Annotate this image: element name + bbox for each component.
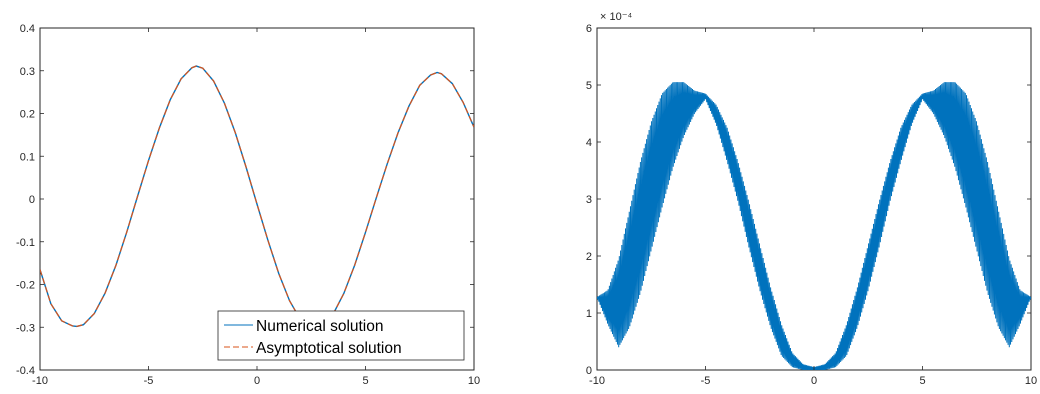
right-x-tick-label: 10: [1025, 375, 1037, 387]
left-y-tick-label: 0: [29, 194, 35, 206]
right-plot-area: [596, 27, 1032, 371]
right-y-tick-label: 0: [586, 365, 592, 377]
y-scale-factor: × 10⁻⁴: [600, 11, 633, 23]
legend-box: [217, 310, 465, 361]
legend-label-asymptotical: Asymptotical solution: [256, 340, 402, 357]
right-y-tick-label: 1: [586, 308, 592, 320]
legend: Numerical solution Asymptotical solution: [217, 310, 465, 361]
left-y-tick-label: -0.3: [16, 322, 35, 334]
left-x-tick-label: 10: [468, 375, 480, 387]
right-y-tick-label: 6: [586, 23, 592, 35]
left-x-tick-label: 5: [362, 375, 368, 387]
left-x-tick-label: -5: [144, 375, 154, 387]
left-chart: -10 -5 0 5 10 -0.4 -0.3 -0.2 -0.1 0 0.1 0.2 0.3 0.4 N…: [16, 23, 480, 387]
left-y-tick-label: 0.1: [20, 151, 35, 163]
right-x-tick-label: 0: [811, 375, 817, 387]
right-y-tick-label: 5: [586, 80, 592, 92]
left-y-tick-label: 0.2: [20, 109, 35, 121]
left-y-tick-label: 0.4: [20, 23, 35, 35]
right-y-tick-label: 2: [586, 251, 592, 263]
right-y-tick-label: 3: [586, 194, 592, 206]
left-y-tick-label: -0.4: [16, 365, 35, 377]
legend-label-numerical: Numerical solution: [256, 318, 384, 335]
left-y-tick-label: -0.2: [16, 280, 35, 292]
series-line-asymptotical: [40, 65, 474, 329]
right-x-tick-label: -5: [701, 375, 711, 387]
left-y-tick-label: -0.1: [16, 237, 35, 249]
right-y-tick-label: 4: [586, 137, 592, 149]
left-y-tick-label: 0.3: [20, 66, 35, 78]
right-x-tick-label: -10: [589, 375, 605, 387]
left-x-tick-label: 0: [254, 375, 260, 387]
right-chart: -10 -5 0 5 10 0 1 2 3 4 5 6 × 10⁻⁴: [586, 11, 1037, 387]
left-x-tick-label: -10: [32, 375, 48, 387]
right-x-tick-label: 5: [919, 375, 925, 387]
